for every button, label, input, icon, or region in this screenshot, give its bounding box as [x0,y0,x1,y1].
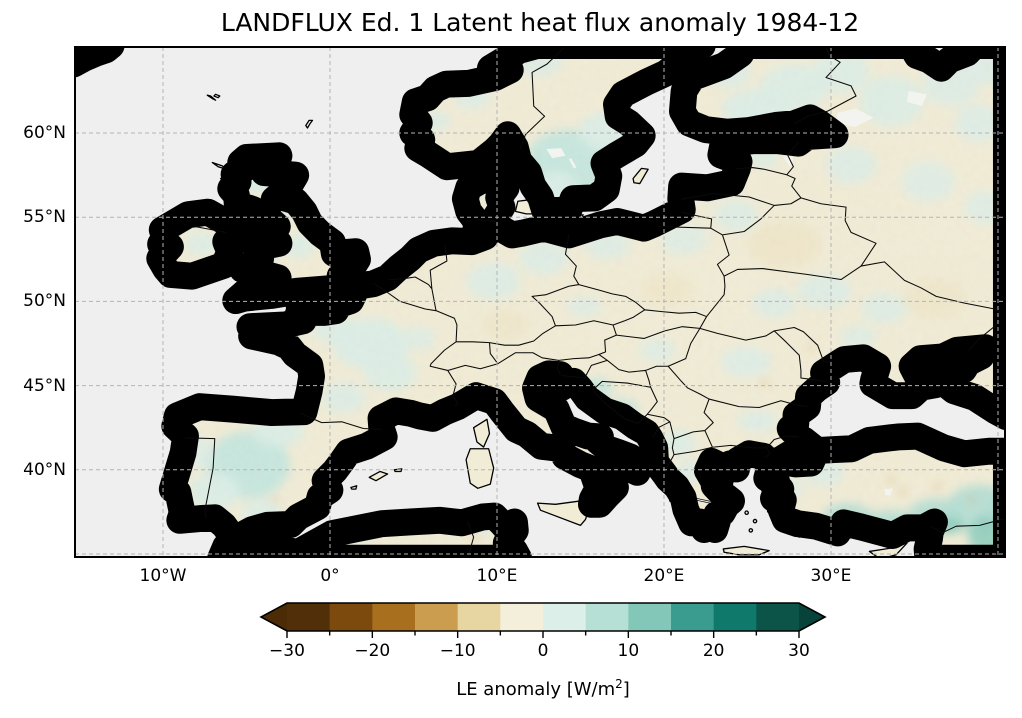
colorbar-segment [500,603,544,631]
colorbar-tick-label: −20 [354,641,390,661]
y-tick-label: 45°N [23,375,66,396]
colorbar-label-sup: 2 [615,677,623,691]
colorbar-tick-label: 10 [618,641,640,661]
colorbar-segment [457,603,501,631]
colorbar-tick-label: 30 [788,641,810,661]
colorbar-label-text: LE anomaly [W/m [456,679,616,700]
colorbar-segment [628,603,672,631]
colorbar: −30 −20 −10 0 10 20 30 [259,602,827,661]
colorbar-tick-label: −10 [440,641,476,661]
colorbar-segment [415,603,459,631]
y-tick-label: 60°N [23,123,66,144]
y-tick-label: 50°N [23,291,66,312]
figure-title: LANDFLUX Ed. 1 Latent heat flux anomaly … [220,8,860,37]
x-tick-label: 30°E [810,566,852,586]
colorbar-segment [287,603,331,631]
colorbar-segment [543,603,587,631]
map-canvas [75,47,1005,557]
x-tick-label: 20°E [643,566,685,586]
colorbar-axis-label: LE anomaly [W/m2] [253,672,833,702]
colorbar-segment [585,603,629,631]
colorbar-tick-label: 20 [703,641,725,661]
colorbar-segment [329,603,373,631]
colorbar-segment [671,603,715,631]
colorbar-segment [756,603,800,631]
colorbar-label-suffix: ] [622,679,630,700]
colorbar-segment [713,603,757,631]
x-tick-label: 10°E [476,566,518,586]
x-tick-label: 0° [320,566,340,586]
colorbar-tick-label: 0 [538,641,549,661]
country-borders [186,47,1005,557]
y-tick-label: 40°N [23,459,66,480]
y-tick-label: 55°N [23,207,66,228]
colorbar-over-arrow [799,603,825,631]
graticule [75,47,1005,557]
colorbar-segment [372,603,416,631]
x-tick-label: 10°W [139,566,187,586]
colorbar-under-arrow [261,603,287,631]
colorbar-tick-label: −30 [269,641,305,661]
